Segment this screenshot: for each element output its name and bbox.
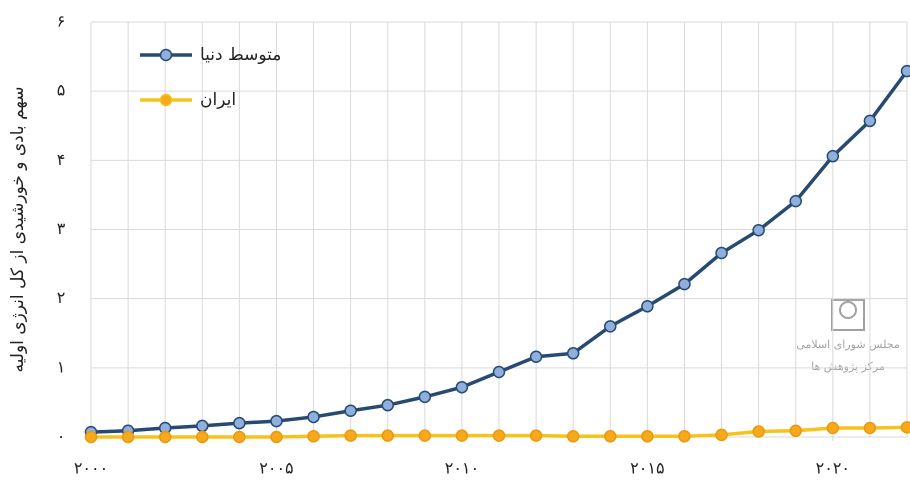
- data-point: [381, 429, 394, 442]
- data-point: [529, 429, 543, 442]
- data-point: [752, 223, 765, 237]
- data-point: [307, 430, 320, 443]
- data-point: [604, 320, 617, 333]
- watermark: مجلس شورای اسلامی مرکز پژوهش ها: [796, 299, 900, 373]
- data-point: [455, 380, 469, 394]
- data-point: [270, 414, 283, 428]
- x-tick-label: ۲۰۱۰: [445, 459, 479, 478]
- data-point: [418, 429, 432, 442]
- data-point: [158, 430, 172, 444]
- data-point: [566, 347, 580, 360]
- data-point: [678, 430, 691, 443]
- data-point: [196, 419, 209, 433]
- y-tick-label: ۰: [57, 427, 66, 446]
- data-point: [344, 404, 357, 417]
- data-point: [715, 428, 728, 442]
- data-point: [789, 194, 802, 208]
- data-point: [233, 416, 246, 430]
- data-point: [529, 350, 543, 364]
- data-point: [641, 430, 654, 443]
- watermark-text: مرکز پژوهش ها: [811, 360, 885, 373]
- watermark-text: مجلس شورای اسلامی: [796, 338, 900, 351]
- y-tick-label: ۳: [57, 219, 66, 238]
- data-point: [121, 430, 135, 444]
- legend-marker: [159, 93, 173, 107]
- data-point: [826, 421, 840, 435]
- data-point: [492, 365, 506, 379]
- data-point: [455, 429, 469, 442]
- x-tick-label: ۲۰۲۰: [816, 459, 850, 478]
- data-point: [641, 300, 654, 313]
- data-point: [418, 390, 432, 404]
- legend-marker: [159, 48, 173, 62]
- data-point: [344, 429, 357, 442]
- x-tick-label: ۲۰۱۵: [630, 459, 664, 478]
- data-point: [604, 430, 617, 443]
- data-point: [715, 246, 728, 260]
- data-point: [900, 421, 910, 434]
- watermark-logo: [839, 301, 857, 319]
- data-point: [84, 430, 98, 444]
- data-point: [863, 421, 877, 435]
- data-point: [233, 430, 246, 444]
- data-point: [196, 430, 209, 444]
- data-point: [492, 429, 506, 442]
- data-point: [270, 430, 283, 444]
- data-point: [789, 424, 802, 438]
- data-point: [900, 64, 910, 78]
- x-tick-label: ۲۰۰۰: [74, 459, 108, 478]
- y-axis-label: سهم بادی و خورشیدی از کل انرژی اولیه: [8, 87, 28, 373]
- y-tick-label: ۵: [57, 81, 66, 100]
- data-point: [826, 149, 840, 163]
- legend-label: متوسط دنیا: [200, 45, 281, 65]
- data-point: [307, 410, 320, 424]
- data-point: [678, 277, 691, 291]
- legend-label: ایران: [200, 90, 236, 110]
- y-tick-label: ۴: [57, 150, 66, 169]
- y-tick-label: ۱: [57, 357, 66, 376]
- watermark-logo: [831, 299, 865, 331]
- data-point: [381, 398, 394, 412]
- data-point: [863, 114, 877, 128]
- y-tick-label: ۶: [57, 12, 66, 31]
- data-point: [566, 430, 580, 443]
- y-tick-label: ۲: [57, 288, 66, 307]
- data-point: [752, 425, 765, 438]
- x-tick-label: ۲۰۰۵: [259, 459, 293, 478]
